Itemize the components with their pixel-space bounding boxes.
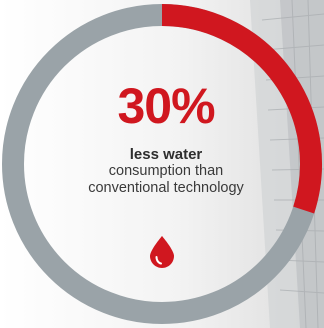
stat-text: 30% less water consumption than conventi… — [40, 80, 292, 197]
stat-headline: less water — [129, 146, 203, 163]
stat-description-line-1: consumption than — [108, 163, 224, 179]
stat-percent: 30% — [117, 78, 215, 134]
ring-progress-arc — [161, 4, 322, 214]
water-drop-icon — [150, 236, 174, 268]
stat-description-line-2: conventional technology — [88, 180, 244, 196]
